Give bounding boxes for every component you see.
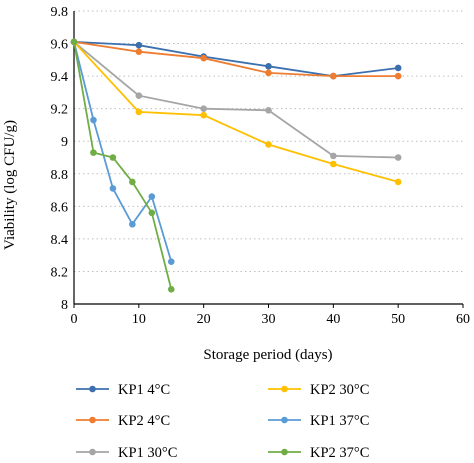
y-axis-title: Viability (log CFU/g) (2, 120, 18, 250)
y-tick-label: 8.6 (51, 200, 69, 215)
series-lines (73, 41, 399, 290)
legend-label: KP1 30°C (118, 445, 177, 461)
y-tick-label: 8 (61, 298, 68, 313)
legend-swatch-marker (89, 416, 96, 424)
data-point (109, 154, 117, 161)
x-tick-label: 50 (391, 312, 405, 327)
x-tick-label: 30 (262, 312, 276, 327)
x-tick-labels: 0 10 20 30 40 50 60 (71, 312, 471, 327)
legend-item: KP1 30°C (76, 445, 177, 461)
data-point (265, 69, 272, 77)
y-tick-label: 8.4 (51, 233, 69, 248)
y-tick-label: 9 (61, 135, 68, 150)
data-point (90, 149, 97, 156)
y-tick-label: 9.8 (51, 5, 69, 20)
data-point (394, 72, 402, 80)
series-line-3 (73, 41, 399, 183)
data-point (167, 286, 175, 293)
legend-label: KP2 37°C (310, 445, 369, 461)
data-point (200, 105, 207, 112)
series-line-0 (73, 41, 399, 78)
data-point (129, 178, 136, 186)
legend-item: KP2 30°C (268, 382, 369, 398)
data-point (330, 160, 337, 168)
x-tick-label: 20 (197, 312, 211, 327)
data-point (135, 108, 143, 116)
legend-item: KP1 4°C (76, 382, 170, 398)
x-tick-label: 10 (132, 312, 146, 327)
data-point (70, 38, 78, 46)
legend-swatch-marker (281, 385, 288, 393)
data-point (135, 48, 143, 55)
data-point (265, 106, 272, 114)
x-axis-title: Storage period (days) (203, 347, 332, 363)
data-point (129, 220, 136, 228)
legend-swatch-marker (281, 448, 288, 456)
data-point (200, 54, 207, 62)
legend-item: KP2 4°C (76, 413, 170, 429)
data-point (394, 178, 402, 186)
legend-swatch-marker (281, 416, 288, 424)
legend-label: KP2 30°C (310, 382, 369, 398)
legend-label: KP1 4°C (118, 382, 170, 398)
data-point (109, 185, 117, 192)
data-point (167, 258, 175, 265)
legend-label: KP2 4°C (118, 413, 170, 429)
data-point (265, 141, 272, 148)
data-point (148, 209, 156, 217)
data-point (135, 41, 143, 49)
axes (73, 11, 464, 308)
legend: KP1 4°C KP2 4°C KP1 30°C KP2 30°C KP1 37°C KP… (76, 382, 369, 461)
data-point (265, 63, 272, 70)
series-line-2 (73, 41, 399, 159)
y-tick-label: 9.6 (51, 38, 69, 53)
data-point (394, 154, 402, 161)
x-tick-label: 0 (71, 312, 78, 327)
legend-item: KP2 37°C (268, 445, 369, 461)
series-line-4 (73, 41, 173, 262)
y-tick-label: 8.2 (51, 265, 69, 280)
legend-label: KP1 37°C (310, 413, 369, 429)
data-point (330, 72, 337, 80)
y-tick-labels: 8 8.2 8.4 8.6 8.8 9 9.2 9.4 9.6 9.8 (51, 5, 69, 313)
legend-swatch-marker (89, 448, 96, 456)
data-point (394, 64, 402, 72)
data-point (330, 152, 337, 160)
x-tick-label: 40 (326, 312, 340, 327)
legend-swatch-marker (89, 385, 96, 393)
series-points (70, 38, 402, 293)
series-line-5 (73, 41, 173, 290)
data-point (90, 116, 97, 124)
data-point (148, 193, 156, 200)
y-tick-label: 9.2 (51, 103, 69, 118)
data-point (135, 92, 143, 99)
legend-item: KP1 37°C (268, 413, 369, 429)
x-tick-label: 60 (456, 312, 470, 327)
y-tick-label: 8.8 (51, 168, 69, 183)
series-line-1 (73, 41, 399, 77)
data-point (200, 111, 207, 119)
y-tick-label: 9.4 (51, 70, 69, 85)
